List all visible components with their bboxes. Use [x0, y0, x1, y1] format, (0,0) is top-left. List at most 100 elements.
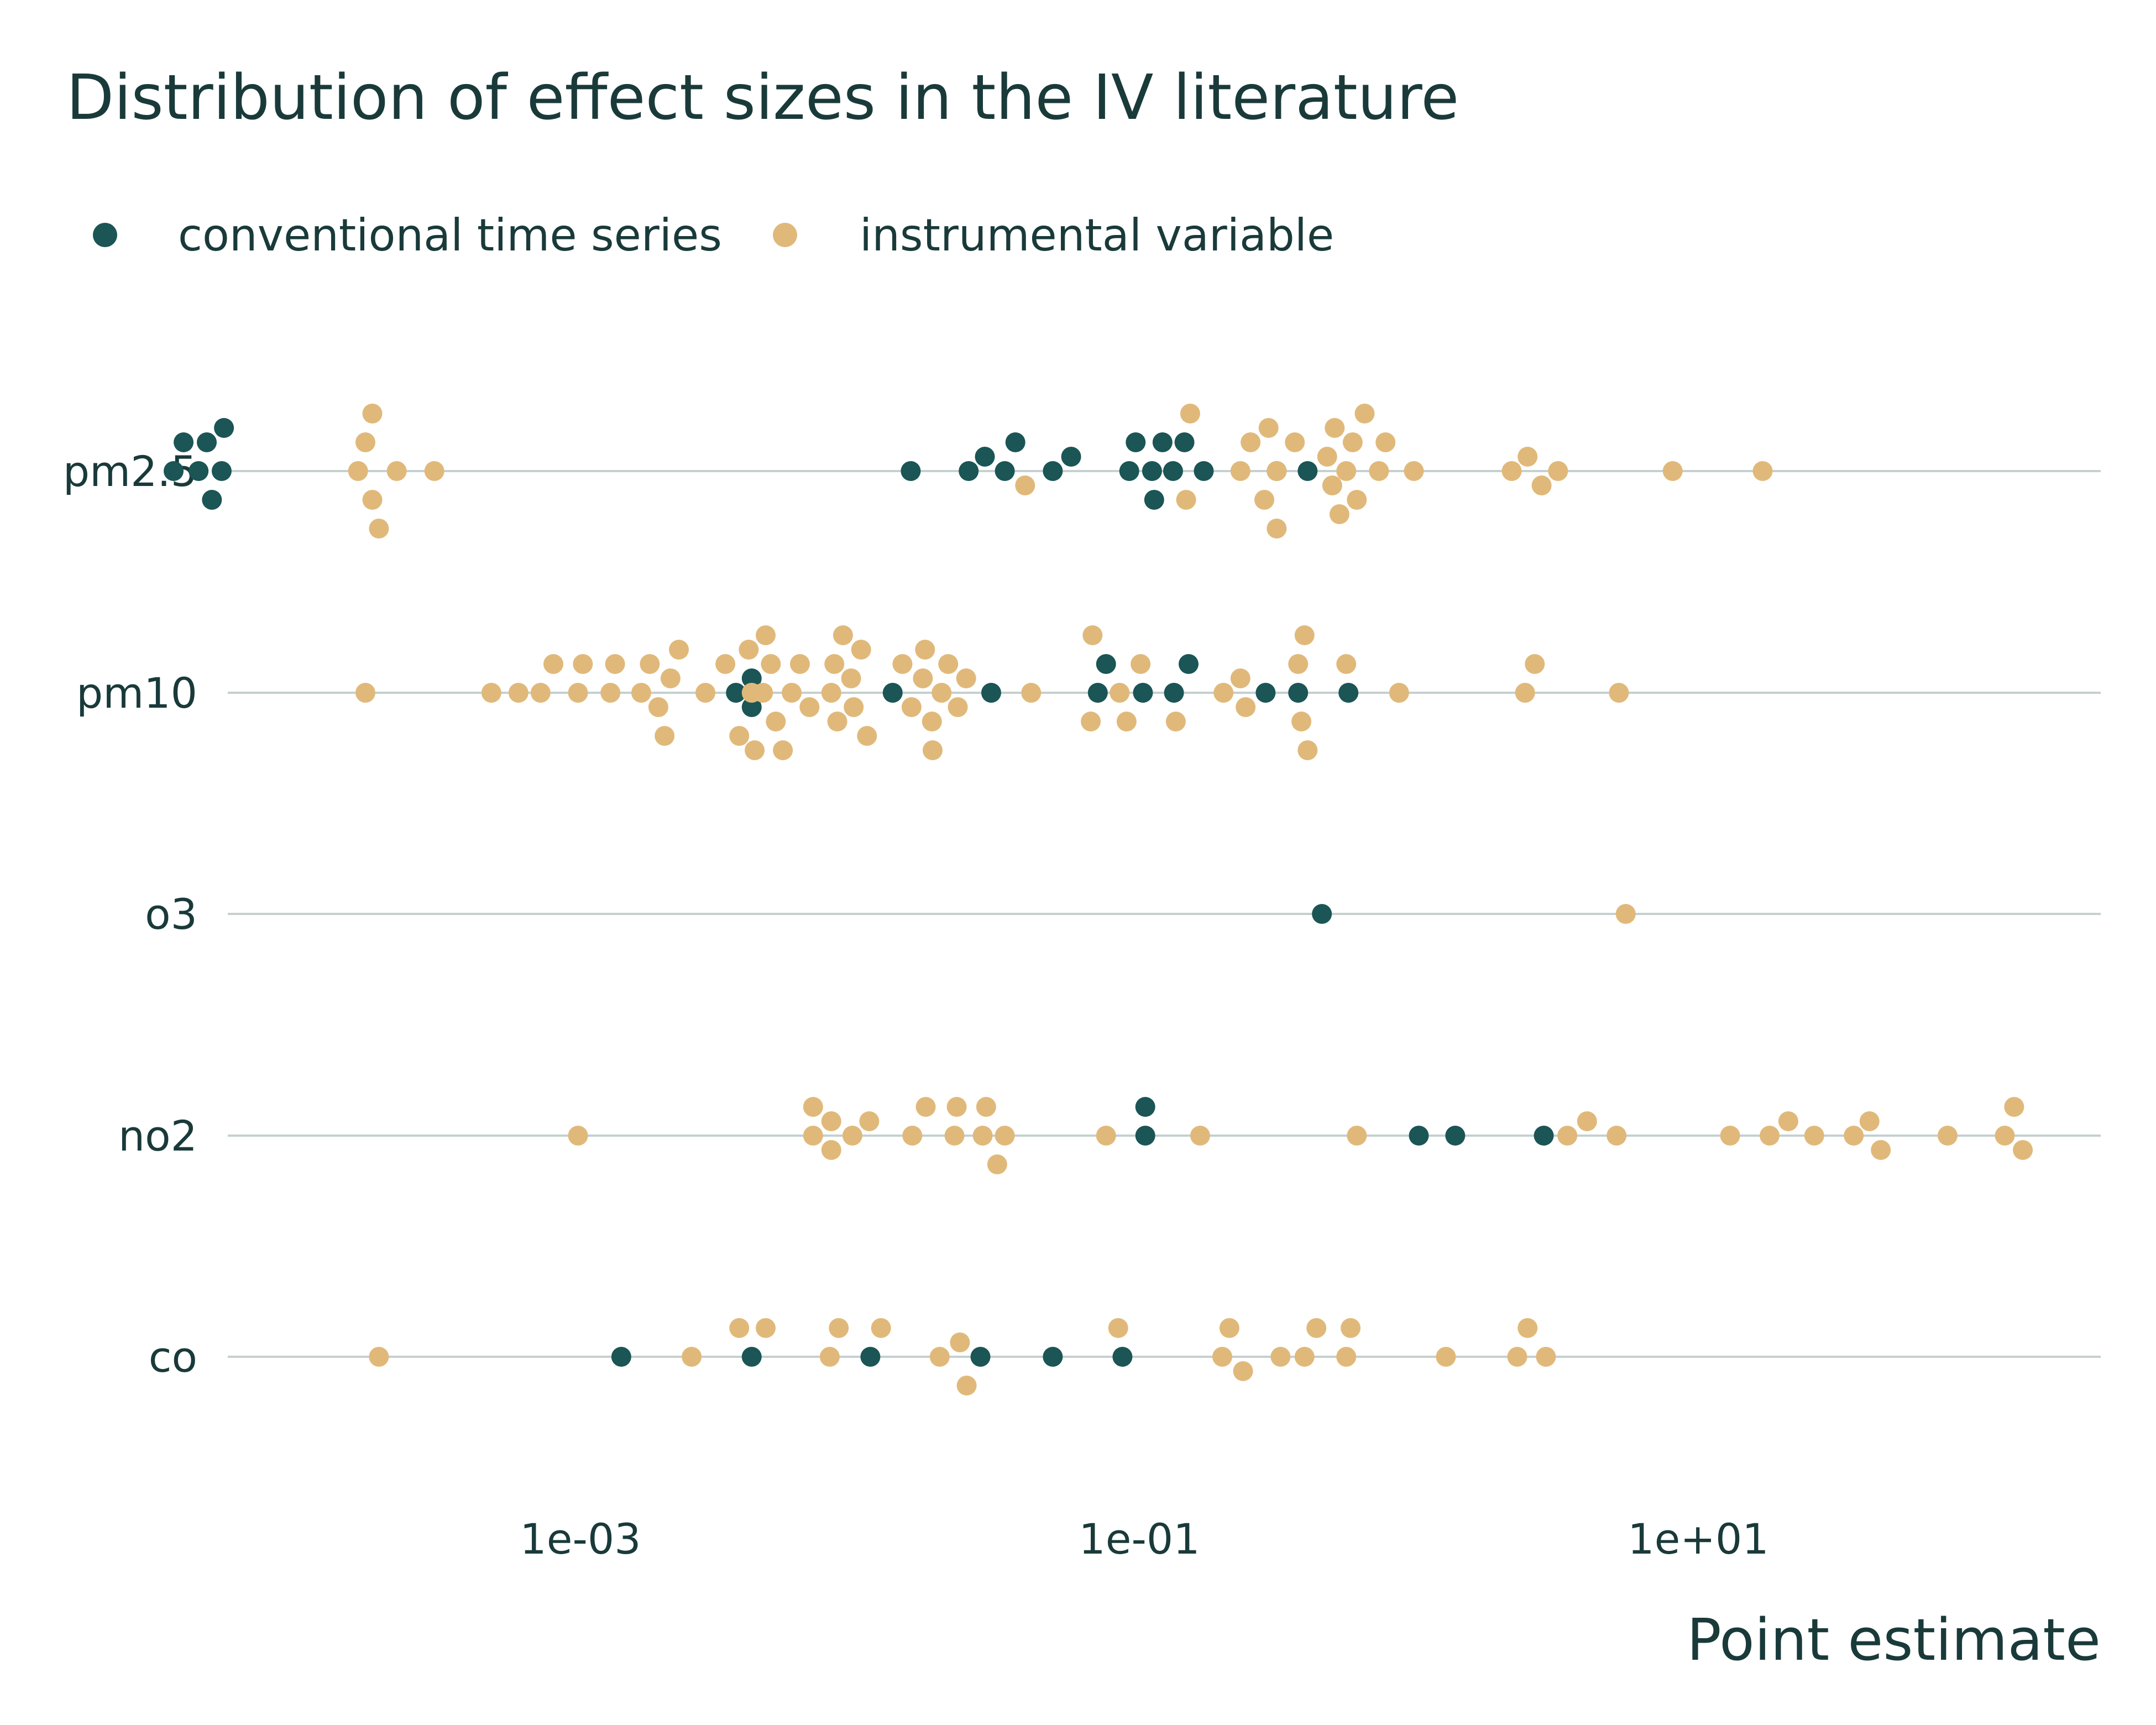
point-instrumental-co [829, 1318, 849, 1338]
point-instrumental-co [1270, 1347, 1291, 1367]
point-conventional-co [970, 1347, 991, 1367]
point-instrumental-pm10 [922, 740, 943, 760]
point-instrumental-no2 [1995, 1126, 2015, 1146]
point-instrumental-pm10 [1609, 683, 1629, 703]
point-instrumental-pm25 [348, 461, 368, 481]
point-instrumental-pm10 [739, 640, 759, 660]
point-instrumental-co [1536, 1347, 1556, 1367]
point-instrumental-co [1212, 1347, 1232, 1367]
point-instrumental-pm25 [1230, 461, 1250, 481]
point-instrumental-pm25 [1342, 432, 1363, 452]
point-instrumental-no2 [987, 1154, 1007, 1174]
point-instrumental-pm25 [1404, 461, 1424, 481]
point-instrumental-no2 [944, 1126, 965, 1146]
point-instrumental-co [1336, 1347, 1357, 1367]
point-instrumental-pm10 [568, 683, 588, 703]
point-instrumental-pm10 [841, 668, 861, 688]
point-instrumental-co [682, 1347, 702, 1367]
point-instrumental-co [1219, 1318, 1239, 1338]
point-instrumental-pm25 [1267, 461, 1287, 481]
point-instrumental-pm25 [1322, 475, 1342, 495]
point-instrumental-pm10 [600, 683, 621, 703]
point-instrumental-pm25 [1176, 490, 1196, 510]
point-instrumental-no2 [568, 1126, 588, 1146]
point-instrumental-pm25 [1375, 432, 1396, 452]
point-conventional-pm10 [741, 668, 762, 688]
point-instrumental-pm25 [1354, 404, 1375, 424]
point-instrumental-no2 [821, 1140, 841, 1160]
point-instrumental-pm10 [573, 654, 593, 674]
point-instrumental-pm10 [922, 712, 942, 731]
point-instrumental-pm25 [1369, 461, 1389, 481]
point-instrumental-pm25 [1325, 418, 1345, 438]
point-conventional-pm25 [189, 461, 209, 481]
point-instrumental-no2 [1606, 1126, 1627, 1146]
point-instrumental-co [1517, 1318, 1538, 1338]
point-instrumental-pm10 [1082, 625, 1103, 645]
point-conventional-pm10 [1164, 683, 1184, 703]
point-instrumental-no2 [1760, 1126, 1780, 1146]
point-instrumental-no2 [1871, 1140, 1891, 1160]
point-instrumental-co [1306, 1318, 1327, 1338]
legend-marker-conventional [93, 223, 117, 247]
point-instrumental-pm25 [1501, 461, 1522, 481]
point-instrumental-no2 [1778, 1111, 1798, 1131]
point-conventional-no2 [1135, 1126, 1155, 1146]
point-conventional-pm10 [882, 683, 903, 703]
point-instrumental-pm25 [1015, 475, 1035, 495]
point-instrumental-no2 [1937, 1126, 1958, 1146]
point-conventional-pm10 [1255, 683, 1276, 703]
point-instrumental-pm25 [1336, 461, 1357, 481]
point-conventional-pm10 [741, 697, 762, 717]
point-instrumental-no2 [803, 1097, 823, 1117]
point-instrumental-no2 [1720, 1126, 1740, 1146]
point-instrumental-co [956, 1376, 977, 1395]
point-instrumental-no2 [2004, 1097, 2024, 1117]
point-conventional-pm25 [214, 418, 234, 438]
point-instrumental-co [1233, 1361, 1253, 1381]
point-instrumental-pm10 [1081, 712, 1101, 731]
point-instrumental-pm10 [508, 683, 528, 703]
point-conventional-pm10 [1133, 683, 1153, 703]
point-instrumental-o3 [1615, 904, 1636, 924]
point-instrumental-pm10 [605, 654, 625, 674]
point-instrumental-pm25 [424, 461, 444, 481]
point-instrumental-co [929, 1347, 950, 1367]
point-instrumental-pm10 [640, 654, 660, 674]
point-instrumental-pm25 [1752, 461, 1773, 481]
point-instrumental-pm10 [655, 726, 675, 746]
legend-label-instrumental: instrumental variable [860, 210, 1334, 261]
point-instrumental-pm10 [799, 697, 820, 717]
point-conventional-pm25 [1174, 432, 1195, 452]
point-conventional-co [1112, 1347, 1133, 1367]
point-instrumental-pm25 [1254, 490, 1275, 510]
point-instrumental-pm25 [1347, 490, 1367, 510]
point-instrumental-pm10 [1525, 654, 1545, 674]
legend-label-conventional: conventional time series [178, 210, 722, 261]
point-conventional-pm25 [164, 461, 184, 481]
point-instrumental-pm10 [938, 654, 959, 674]
point-instrumental-pm10 [1110, 683, 1130, 703]
point-conventional-pm10 [726, 683, 746, 703]
point-conventional-no2 [1534, 1126, 1554, 1146]
point-instrumental-pm10 [948, 697, 968, 717]
point-instrumental-pm25 [1241, 432, 1261, 452]
point-instrumental-co [819, 1347, 840, 1367]
point-instrumental-pm10 [745, 740, 765, 760]
point-conventional-pm25 [1152, 432, 1173, 452]
point-instrumental-pm25 [362, 404, 383, 424]
point-instrumental-pm25 [1531, 475, 1552, 495]
point-instrumental-pm25 [1317, 447, 1337, 467]
point-instrumental-no2 [1577, 1111, 1597, 1131]
point-instrumental-pm10 [766, 712, 786, 731]
x-tick-label: 1e-03 [520, 1514, 641, 1564]
y-tick-label: pm10 [76, 668, 197, 718]
point-instrumental-pm10 [355, 683, 375, 703]
point-instrumental-no2 [1859, 1111, 1880, 1131]
y-tick-label: o3 [145, 890, 197, 939]
point-instrumental-co [756, 1318, 776, 1338]
point-instrumental-pm10 [631, 683, 651, 703]
point-instrumental-pm25 [1267, 519, 1287, 539]
